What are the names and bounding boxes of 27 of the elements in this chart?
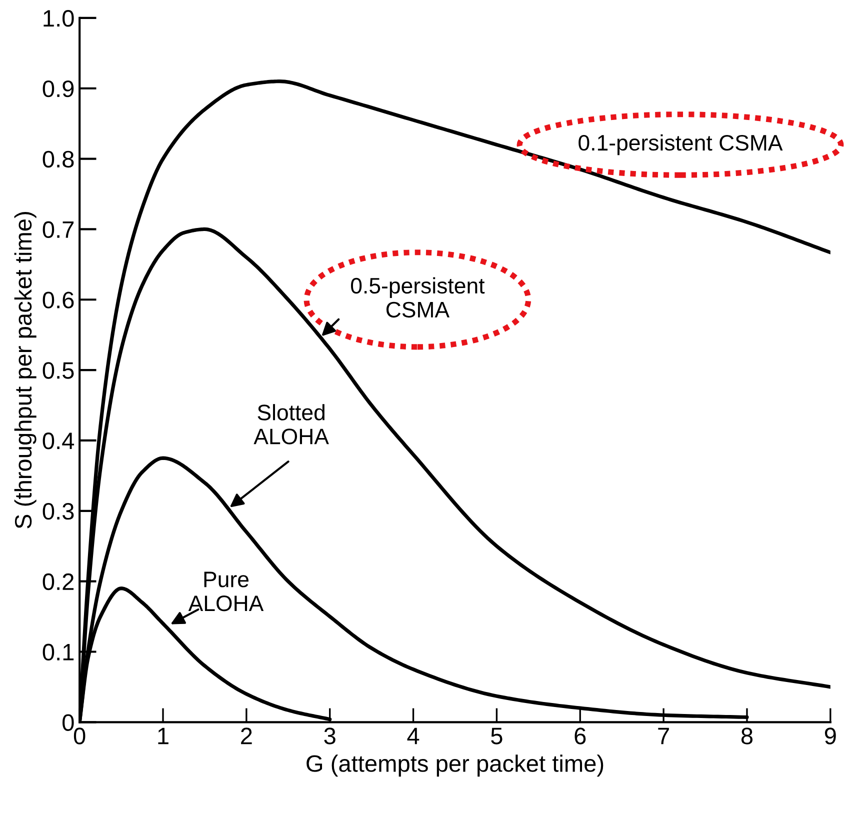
y-tick-label: 0.3 (42, 502, 74, 520)
x-tick-label: 2 (241, 728, 252, 744)
x-tick-label: 5 (491, 728, 502, 744)
x-axis-title: G (attempts per packet time) (306, 754, 604, 777)
y-tick-label: 0.4 (42, 432, 74, 450)
annotation: 0.5-persistent CSMA (351, 277, 485, 318)
y-tick-label: 0.5 (42, 362, 74, 379)
x-tick-label: 9 (824, 728, 836, 744)
y-tick-label: 1.0 (44, 10, 74, 27)
y-axis-title: S (throughput per packet time) (14, 212, 36, 528)
y-tick-label: 0.7 (42, 221, 74, 238)
y-tick-label: 0.1 (42, 644, 74, 661)
x-tick-label: 0 (74, 728, 86, 744)
annotation: Slotted ALOHA (254, 404, 329, 444)
x-tick-label: 6 (574, 728, 586, 744)
y-tick-label: 0 (62, 714, 74, 731)
x-tick-label: 7 (658, 728, 669, 744)
x-tick-label: 3 (324, 728, 336, 744)
y-tick-label: 0.8 (42, 150, 74, 168)
x-tick-label: 1 (158, 728, 168, 744)
annotation: 0.1-persistent CSMA (578, 134, 783, 156)
annotation: Pure ALOHA (188, 572, 264, 612)
x-tick-label: 8 (741, 728, 753, 744)
y-tick-label: 0.6 (42, 292, 74, 308)
x-tick-label: 4 (407, 728, 420, 744)
y-tick-label: 0.9 (42, 80, 74, 98)
y-tick-label: 0.2 (42, 573, 74, 590)
